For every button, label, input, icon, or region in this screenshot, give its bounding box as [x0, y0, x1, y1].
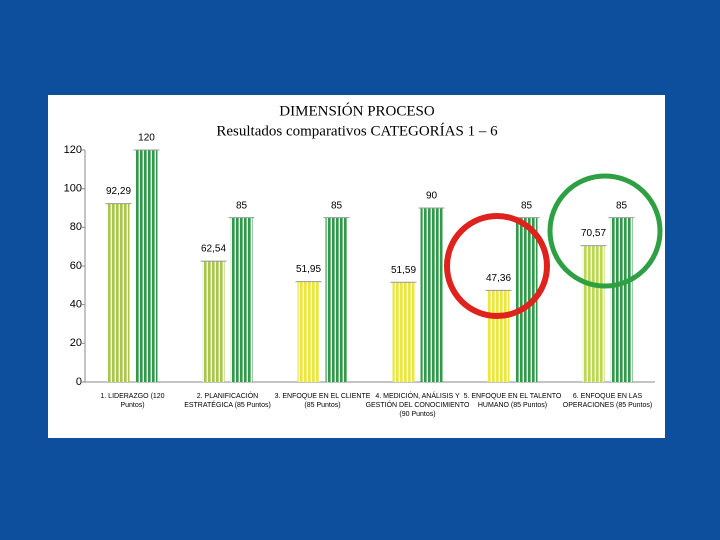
x-tick-label: 6. ENFOQUE EN LAS OPERACIONES (85 Puntos) [563, 393, 652, 409]
highlight-circle [444, 213, 550, 319]
bar [582, 245, 605, 382]
x-tick-label: 2. PLANIFICACIÓN ESTRATÉGICA (85 Puntos) [184, 391, 271, 409]
x-tick-label: 1. LIDERAZGO (120 Puntos) [100, 393, 164, 409]
y-tick-label: 120 [64, 144, 82, 156]
bar [325, 217, 348, 382]
value-label: 85 [521, 200, 533, 211]
value-label: 70,57 [581, 228, 606, 239]
x-tick-label: 4. MEDICIÓN, ANÁLISIS Y GESTIÓN DEL CONOC… [366, 391, 470, 418]
value-label: 85 [331, 200, 343, 211]
y-tick-label: 20 [70, 337, 82, 349]
chart-subtitle: Resultados comparativos CATEGORÍAS 1 – 6 [216, 122, 498, 139]
bar [610, 217, 633, 382]
bar [107, 203, 130, 382]
bar [420, 208, 443, 382]
bar [202, 261, 225, 382]
value-label: 47,36 [486, 273, 511, 284]
bar [392, 282, 415, 382]
value-label: 85 [616, 200, 628, 211]
x-tick-label: 3. ENFOQUE EN EL CLIENTE (85 Puntos) [275, 393, 371, 409]
bar [515, 217, 538, 382]
y-tick-label: 80 [70, 221, 82, 233]
x-tick-label: 5. ENFOQUE EN EL TALENTO HUMANO (85 Punto… [464, 393, 562, 409]
chart-title: DIMENSIÓN PROCESO [279, 102, 435, 119]
y-tick-label: 40 [70, 299, 82, 311]
value-label: 51,59 [391, 265, 416, 276]
bar [135, 150, 158, 382]
bar [487, 290, 510, 382]
value-label: 120 [138, 133, 155, 144]
y-tick-label: 100 [64, 183, 82, 195]
highlight-circle [547, 173, 663, 289]
value-label: 62,54 [201, 244, 226, 255]
value-label: 85 [236, 200, 248, 211]
value-label: 92,29 [106, 186, 131, 197]
y-tick-label: 0 [76, 376, 82, 388]
bar [230, 217, 253, 382]
bar [297, 281, 320, 382]
value-label: 51,95 [296, 264, 321, 275]
value-label: 90 [426, 191, 438, 202]
y-tick-label: 60 [70, 260, 82, 272]
